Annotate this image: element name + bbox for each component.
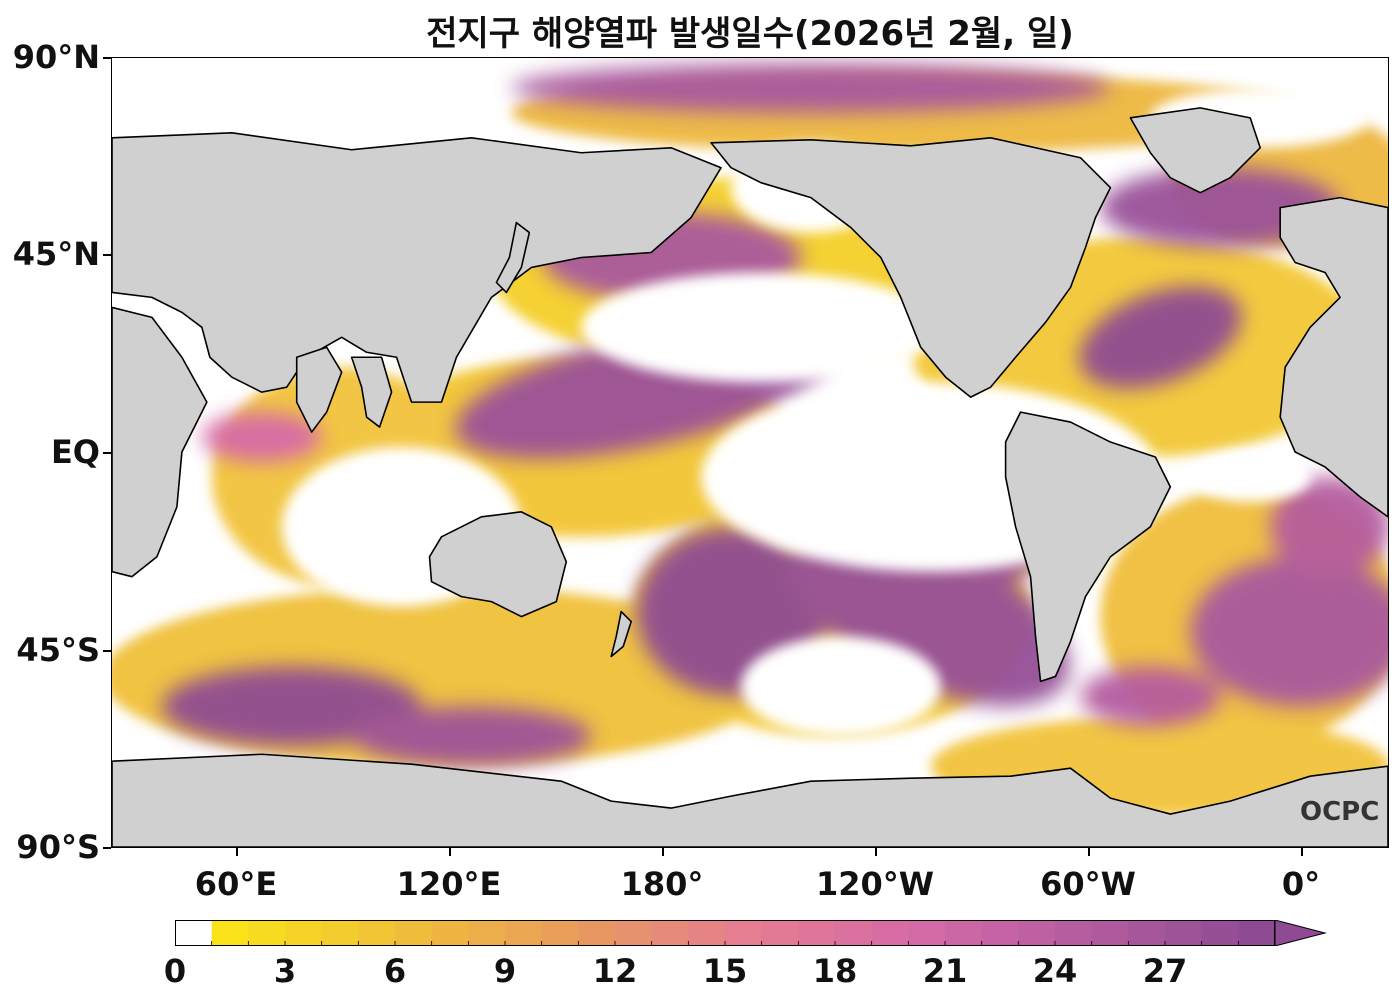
colorbar-cell [578,920,616,946]
lat-tick [103,254,111,256]
lat-label-90s: 90°S [16,828,100,866]
colorbar-cell [615,920,653,946]
lat-tick [103,847,111,849]
africa-east [112,306,208,578]
colorbar-cell [431,920,469,946]
land-masses [112,107,1388,847]
colorbar-cell [871,920,909,946]
colorbar-cell [175,920,213,946]
colorbar-tick-label: 3 [273,952,297,990]
colorbar-cell [981,920,1019,946]
colorbar-cell [835,920,873,946]
lat-label-45s: 45°S [16,631,100,669]
lat-label-eq: EQ [50,433,100,471]
lon-label-60w: 60°W [1040,865,1136,903]
japan [495,221,531,294]
colorbar-cells [175,920,1276,946]
indochina [350,356,393,428]
colorbar-tick-label: 21 [922,952,968,990]
south-america [1004,411,1172,683]
new-zealand [610,610,632,658]
colorbar-tick-label: 0 [163,952,187,990]
greenland [1129,107,1261,194]
colorbar-cell [541,920,579,946]
colorbar-cell [505,920,543,946]
colorbar-cell [908,920,946,946]
colorbar-cell [1018,920,1056,946]
colorbar-cell [688,920,726,946]
antarctica [112,753,1388,847]
lon-tick [449,848,451,856]
north-america [710,136,1112,398]
map-panel [111,57,1389,848]
colorbar-cell [725,920,763,946]
lon-tick [1088,848,1090,856]
ocpc-logo: OCPC [1300,797,1380,827]
colorbar-cell [761,920,799,946]
colorbar-cell [1091,920,1129,946]
colorbar-tick-label: 12 [592,952,638,990]
colorbar-tick-label: 9 [493,952,517,990]
colorbar-cell [1238,920,1276,946]
colorbar-tick-label: 6 [383,952,407,990]
colorbar-tick-label: 24 [1032,952,1078,990]
colorbar-cell [358,920,396,946]
lat-label-90n: 90°N [12,38,100,76]
lat-tick [103,452,111,454]
eurasia [112,132,722,403]
colorbar-tick-label: 18 [812,952,858,990]
colorbar [175,920,1327,946]
lon-label-180: 180° [620,865,704,903]
lon-tick [662,848,664,856]
lat-label-45n: 45°N [12,235,100,273]
colorbar-cell [945,920,983,946]
colorbar-cell [1128,920,1166,946]
colorbar-cell [1165,920,1203,946]
colorbar-tick-label: 15 [702,952,748,990]
lon-tick [1301,848,1303,856]
lat-tick [103,650,111,652]
colorbar-cell [1055,920,1093,946]
colorbar-cell [321,920,359,946]
colorbar-cell [285,920,323,946]
map-title: 전지구 해양열파 발생일수(2026년 2월, 일) [426,14,1074,54]
colorbar-cell [248,920,286,946]
colorbar-cell [468,920,506,946]
lon-tick [875,848,877,856]
colorbar-cell [211,920,249,946]
colorbar-cell [395,920,433,946]
colorbar-ticks [211,941,1239,946]
colorbar-tick-label: 27 [1142,952,1188,990]
lon-label-60e: 60°E [194,865,278,903]
europe-africa [1279,196,1388,518]
colorbar-cell [798,920,836,946]
lon-label-120e: 120°E [396,865,502,903]
lat-tick [103,57,111,59]
india [295,346,343,433]
lon-tick [236,848,238,856]
lon-label-0: 0° [1281,865,1321,903]
lon-label-120w: 120°W [815,865,935,903]
marine-heatwave-map [112,58,1388,847]
colorbar-cell [1201,920,1239,946]
colorbar-extend-arrow [1274,920,1327,946]
colorbar-cell [651,920,689,946]
australia [428,511,568,618]
